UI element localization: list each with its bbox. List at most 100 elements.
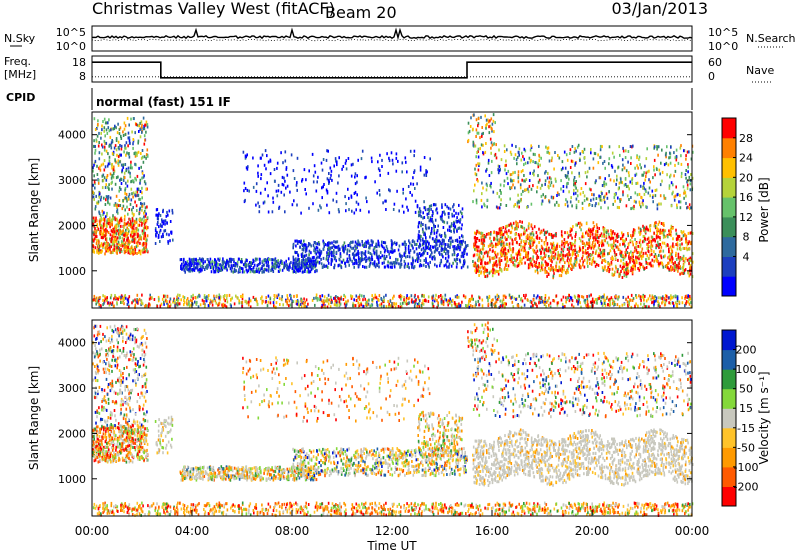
heatmap-cell [486, 268, 488, 272]
heatmap-cell [670, 233, 672, 237]
heatmap-cell [210, 270, 213, 274]
heatmap-cell [519, 259, 521, 263]
heatmap-cell [165, 214, 168, 218]
heatmap-cell [118, 128, 121, 131]
heatmap-cell [192, 296, 194, 300]
heatmap-cell [425, 174, 428, 177]
heatmap-cell [259, 156, 262, 160]
heatmap-cell [346, 257, 349, 261]
heatmap-cell [514, 227, 516, 231]
heatmap-cell [669, 258, 671, 262]
heatmap-cell [159, 240, 161, 243]
heatmap-cell [533, 301, 536, 305]
heatmap-cell [519, 253, 522, 256]
heatmap-cell [338, 300, 341, 304]
heatmap-cell [529, 300, 532, 304]
heatmap-cell [468, 305, 471, 309]
heatmap-cell [130, 163, 132, 167]
heatmap-cell [137, 223, 140, 227]
heatmap-cell [437, 303, 439, 307]
heatmap-cell [93, 161, 96, 165]
heatmap-cell [108, 303, 111, 307]
heatmap-cell [341, 260, 343, 264]
heatmap-cell [136, 174, 139, 178]
heatmap-cell [123, 218, 126, 222]
heatmap-cell [478, 255, 481, 259]
heatmap-cell [474, 247, 476, 251]
heatmap-cell [536, 266, 539, 269]
heatmap-cell [134, 222, 136, 226]
heatmap-cell [674, 268, 677, 272]
heatmap-cell [133, 240, 136, 244]
heatmap-cell [328, 298, 331, 302]
heatmap-cell [206, 258, 209, 261]
heatmap-cell [276, 294, 278, 298]
heatmap-cell [456, 220, 459, 223]
heatmap-cell [426, 246, 428, 250]
heatmap-cell [280, 151, 282, 155]
heatmap-cell [497, 294, 500, 298]
heatmap-cell [163, 219, 165, 223]
heatmap-cell [427, 212, 430, 216]
heatmap-cell [454, 259, 457, 263]
heatmap-cell [314, 247, 317, 251]
heatmap-cell [216, 294, 218, 298]
heatmap-cell [478, 295, 480, 299]
heatmap-cell [592, 221, 595, 225]
heatmap-cell [353, 298, 355, 302]
heatmap-cell [281, 182, 284, 186]
heatmap-cell [103, 176, 106, 180]
heatmap-cell [354, 304, 357, 308]
heatmap-cell [134, 232, 136, 236]
heatmap-cell [600, 299, 602, 303]
heatmap-cell [136, 252, 138, 255]
heatmap-cell [107, 201, 109, 205]
heatmap-cell [390, 151, 393, 155]
heatmap-cell [272, 270, 275, 273]
heatmap-cell [116, 225, 118, 229]
heatmap-cell [311, 262, 314, 266]
heatmap-cell [342, 248, 344, 252]
heatmap-cell [286, 300, 288, 304]
heatmap-cell [558, 244, 561, 248]
heatmap-cell [139, 237, 141, 241]
heatmap-cell [357, 202, 360, 206]
heatmap-cell [419, 259, 422, 263]
heatmap-cell [544, 294, 547, 297]
heatmap-cell [123, 233, 126, 237]
heatmap-cell [298, 240, 301, 244]
heatmap-cell [615, 294, 617, 298]
heatmap-cell [607, 243, 610, 247]
heatmap-cell [655, 258, 657, 262]
heatmap-cell [369, 261, 372, 265]
heatmap-cell [135, 123, 138, 127]
heatmap-cell [368, 258, 371, 262]
heatmap-cell [132, 138, 135, 141]
heatmap-cell [264, 258, 267, 261]
heatmap-cell [125, 222, 128, 226]
heatmap-cell [360, 157, 363, 161]
heatmap-cell [314, 270, 316, 274]
heatmap-cell [138, 238, 140, 242]
heatmap-cell [611, 272, 614, 276]
heatmap-cell [125, 245, 127, 248]
heatmap-cell [531, 264, 534, 268]
heatmap-cell [491, 256, 493, 260]
heatmap-cell [689, 264, 692, 268]
heatmap-cell [284, 150, 287, 154]
heatmap-cell [337, 245, 339, 249]
heatmap-cell [102, 242, 105, 246]
heatmap-cell [610, 229, 612, 233]
heatmap-cell [461, 207, 464, 211]
heatmap-cell [286, 267, 289, 271]
heatmap-cell [640, 262, 643, 266]
heatmap-cell [333, 254, 336, 258]
heatmap-cell [622, 295, 625, 299]
heatmap-cell [306, 266, 308, 269]
heatmap-cell [124, 188, 126, 192]
heatmap-cell [635, 302, 637, 306]
heatmap-cell [106, 213, 108, 217]
heatmap-cell [314, 303, 316, 307]
heatmap-cell [456, 257, 459, 261]
heatmap-cell [309, 242, 311, 246]
